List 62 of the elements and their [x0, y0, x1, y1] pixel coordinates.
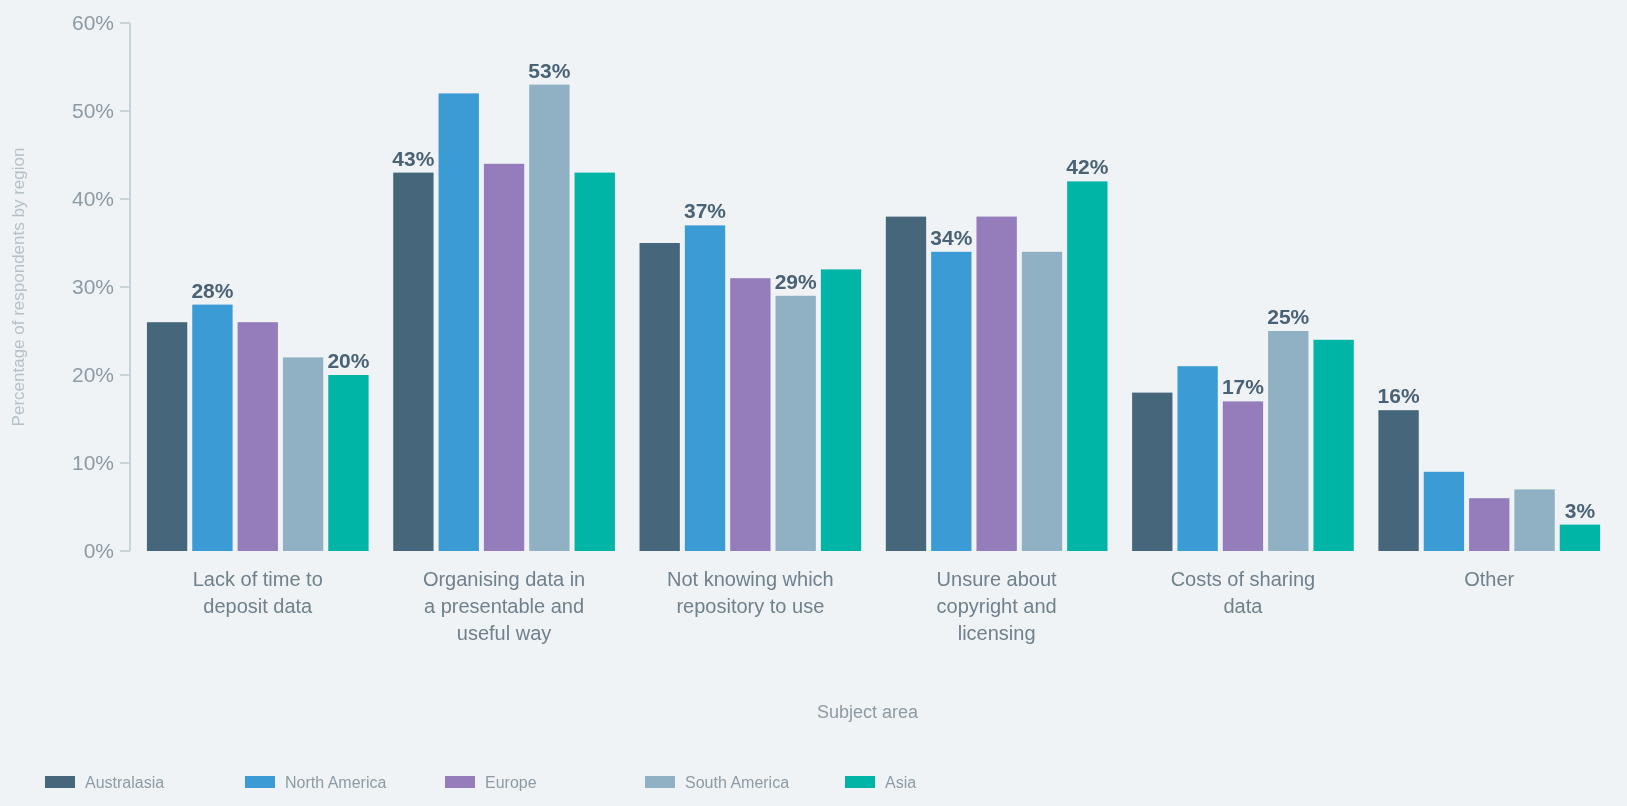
bar: [1222, 401, 1264, 551]
x-tick-label: Not knowing which repository to use: [666, 568, 834, 617]
bar: [1514, 489, 1555, 551]
data-label: 28%: [191, 278, 234, 302]
y-tick-label: 10%: [71, 451, 114, 475]
bar: [328, 375, 369, 551]
bar: [976, 216, 1017, 551]
y-axis-title: Percentage of respondents by region: [9, 147, 28, 427]
bar: [1132, 392, 1173, 551]
data-label: 43%: [392, 146, 435, 170]
data-label: 53%: [528, 58, 571, 82]
bar: [639, 243, 680, 551]
x-tick-label: Costs of sharing data: [1170, 568, 1316, 617]
data-label: 37%: [684, 199, 727, 223]
bar: [931, 251, 972, 551]
legend-label: Asia: [885, 774, 917, 791]
bar: [146, 322, 188, 551]
x-tick-label: Other: [1464, 568, 1515, 590]
y-tick-label: 40%: [71, 187, 114, 211]
bar: [282, 357, 324, 551]
bar: [775, 295, 816, 551]
bar: [730, 278, 771, 551]
data-label: 25%: [1267, 305, 1310, 328]
legend-label: Australasia: [85, 774, 165, 791]
x-tick-label: Lack of time to deposit data: [192, 568, 323, 617]
y-tick-label: 50%: [71, 99, 114, 123]
y-tick-label: 60%: [71, 11, 114, 35]
bar: [1268, 331, 1309, 551]
data-label: 29%: [774, 269, 818, 293]
bar: [1177, 366, 1218, 551]
data-label: 17%: [1221, 375, 1265, 399]
data-label: 3%: [1564, 498, 1596, 522]
x-tick-label: Organising data in a presentable and useful way: [422, 568, 586, 644]
y-tick-label: 30%: [71, 275, 114, 299]
y-tick-label: 0%: [83, 539, 114, 563]
data-label: 34%: [930, 225, 973, 249]
data-label: 16%: [1377, 384, 1420, 408]
legend-label: Europe: [485, 774, 537, 791]
bar: [1423, 471, 1465, 551]
y-tick-label: 20%: [71, 363, 114, 387]
bar: [684, 225, 726, 551]
bar: [1469, 498, 1510, 551]
bar: [1559, 524, 1601, 551]
data-label: 20%: [327, 349, 370, 372]
bar: [192, 304, 233, 551]
legend-label: North America: [285, 774, 387, 791]
bar: [393, 172, 434, 551]
bar: [237, 322, 278, 551]
x-axis-title: Subject area: [816, 702, 920, 722]
data-label: 42%: [1066, 155, 1109, 179]
x-tick-label: Unsure about copyright and licensing: [936, 568, 1058, 644]
bar: [438, 93, 479, 551]
bar: [1378, 410, 1419, 551]
bar: [483, 163, 525, 551]
bar: [1021, 251, 1063, 551]
bar: [885, 216, 927, 551]
legend-label: South America: [685, 774, 790, 791]
bar: [574, 172, 615, 551]
bar: [1067, 181, 1108, 551]
bar: [529, 84, 570, 551]
bar: [820, 269, 862, 551]
bar: [1313, 339, 1354, 551]
